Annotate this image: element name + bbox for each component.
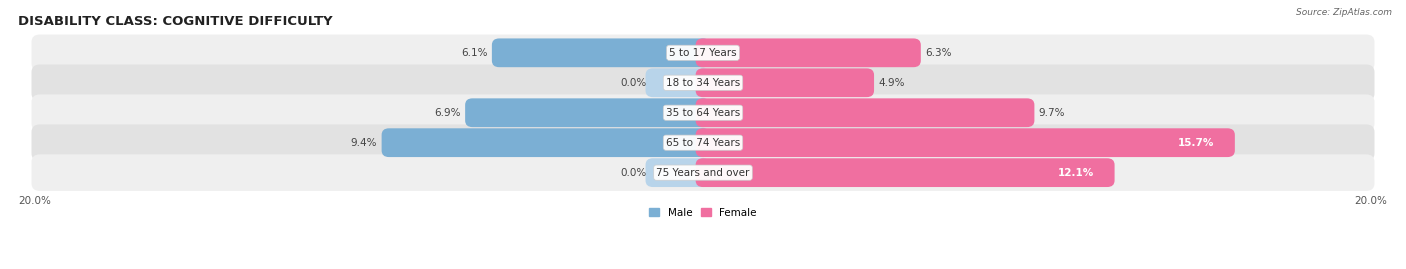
Text: 6.9%: 6.9%: [434, 108, 461, 118]
Text: Source: ZipAtlas.com: Source: ZipAtlas.com: [1296, 8, 1392, 17]
Text: 6.3%: 6.3%: [925, 48, 952, 58]
Text: 5 to 17 Years: 5 to 17 Years: [669, 48, 737, 58]
FancyBboxPatch shape: [645, 158, 710, 187]
FancyBboxPatch shape: [381, 128, 710, 157]
Legend: Male, Female: Male, Female: [645, 204, 761, 222]
FancyBboxPatch shape: [696, 68, 875, 97]
FancyBboxPatch shape: [696, 158, 1115, 187]
Text: DISABILITY CLASS: COGNITIVE DIFFICULTY: DISABILITY CLASS: COGNITIVE DIFFICULTY: [18, 15, 333, 28]
Text: 9.7%: 9.7%: [1039, 108, 1066, 118]
FancyBboxPatch shape: [696, 98, 1035, 127]
Text: 12.1%: 12.1%: [1057, 168, 1094, 178]
Text: 35 to 64 Years: 35 to 64 Years: [666, 108, 740, 118]
Text: 65 to 74 Years: 65 to 74 Years: [666, 138, 740, 148]
FancyBboxPatch shape: [696, 128, 1234, 157]
FancyBboxPatch shape: [645, 68, 710, 97]
Text: 15.7%: 15.7%: [1178, 138, 1215, 148]
Text: 0.0%: 0.0%: [620, 78, 647, 88]
FancyBboxPatch shape: [31, 124, 1375, 161]
Text: 75 Years and over: 75 Years and over: [657, 168, 749, 178]
Text: 4.9%: 4.9%: [879, 78, 905, 88]
FancyBboxPatch shape: [31, 34, 1375, 71]
FancyBboxPatch shape: [31, 65, 1375, 101]
FancyBboxPatch shape: [31, 154, 1375, 191]
FancyBboxPatch shape: [696, 38, 921, 67]
Text: 6.1%: 6.1%: [461, 48, 488, 58]
FancyBboxPatch shape: [492, 38, 710, 67]
Text: 0.0%: 0.0%: [620, 168, 647, 178]
Text: 9.4%: 9.4%: [350, 138, 377, 148]
FancyBboxPatch shape: [465, 98, 710, 127]
Text: 18 to 34 Years: 18 to 34 Years: [666, 78, 740, 88]
FancyBboxPatch shape: [31, 94, 1375, 131]
